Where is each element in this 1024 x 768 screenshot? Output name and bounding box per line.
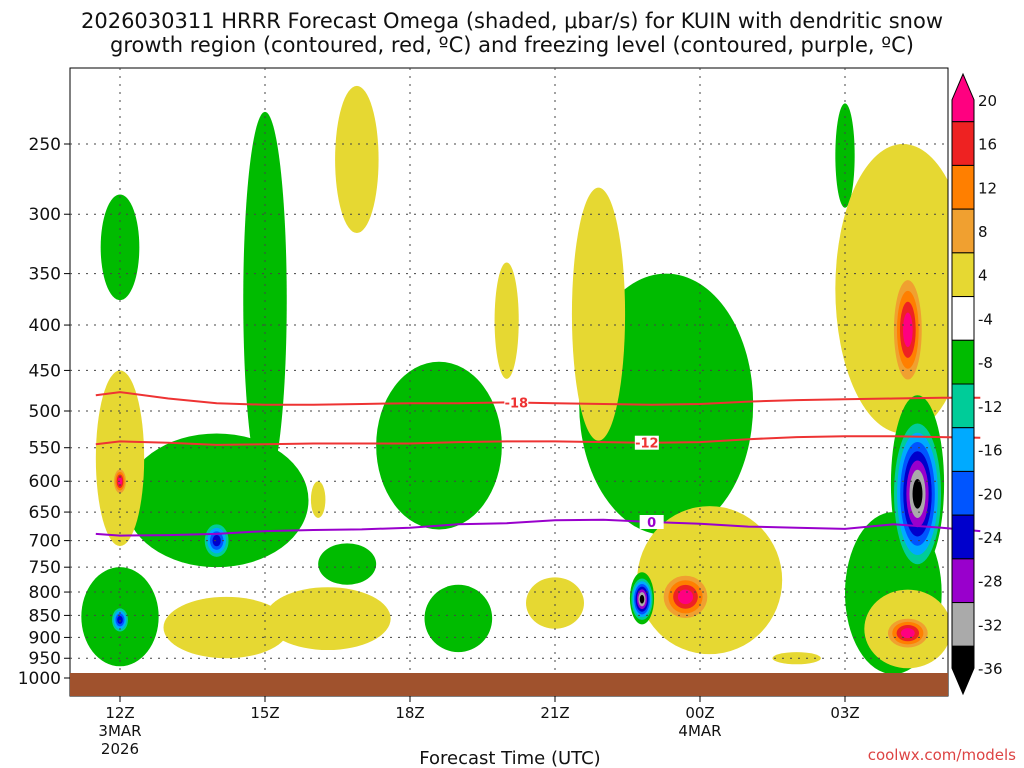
site-credit: coolwx.com/models [868, 746, 1016, 764]
omega-region-green-18-500 [376, 361, 502, 530]
colorbar-label: -12 [978, 398, 1003, 416]
colorbar-label: 12 [978, 179, 997, 197]
omega-region-pink-28-880-core4 [900, 628, 915, 639]
y-tick-label: 300 [29, 205, 61, 225]
x-tick-label: 21Z [540, 704, 569, 722]
omega-region-green-15-tall [243, 111, 287, 488]
ground-surface [70, 673, 948, 696]
x-tick-label: 15Z [250, 704, 279, 722]
omega-region-yellow-1630-250 [335, 85, 379, 234]
colorbar-swatch [951, 558, 975, 604]
colorbar-label: 8 [978, 223, 988, 241]
x-tick-label: 03Z [830, 704, 859, 722]
colorbar-label: -20 [978, 485, 1003, 503]
y-tick-label: 500 [29, 402, 61, 422]
colorbar-label: 16 [978, 136, 997, 154]
x-tick-label: 18Z [395, 704, 424, 722]
omega-region-green-1630-740 [318, 543, 377, 585]
contour-label--12: -12 [635, 437, 659, 452]
y-tick-label: 800 [29, 583, 61, 603]
y-tick-label: 700 [29, 532, 61, 552]
contour-label-0: 0 [647, 516, 656, 531]
omega-region-yellow-21-820 [526, 577, 584, 629]
x-tick-date-label: 3MAR [98, 722, 141, 740]
omega-region-green-1830-860 [424, 584, 493, 653]
colorbar-label: -8 [978, 354, 993, 372]
grid-lines [70, 68, 948, 679]
x-tick-year-label: 2026 [101, 740, 139, 758]
omega-region-yellow-26-950 [772, 652, 821, 665]
x-tick-label: 00Z [685, 704, 714, 722]
y-tick-label: 650 [29, 503, 61, 523]
temperature-contours: -18 -12 0 [95, 391, 981, 537]
chart-title-line2: growth region (contoured, red, ºC) and f… [110, 33, 914, 57]
x-axis-label: Forecast Time (UTC) [419, 748, 600, 768]
omega-region-pink-28-400-core4 [903, 312, 913, 348]
colorbar-swatch [951, 602, 975, 647]
colorbar-swatch-bottom [951, 645, 975, 696]
omega-region-yellow-21-400 [571, 187, 626, 441]
omega-region-blue-12-860-core4 [117, 615, 123, 624]
omega-region-black-2230-820-core7 [639, 594, 645, 604]
omega-region-green-2730-250 [835, 103, 855, 208]
colorbar-swatch [951, 427, 975, 472]
contour-line--12 [95, 435, 981, 446]
y-tick-label: 400 [29, 316, 61, 336]
y-tick-label: 600 [29, 472, 61, 492]
y-tick-label: 1000 [18, 669, 61, 689]
y-tick-label: 350 [29, 265, 61, 285]
contour-line--18 [95, 391, 981, 406]
contour-label--18: -18 [505, 397, 529, 412]
contour-label-bg [634, 435, 659, 450]
colorbar-swatch [951, 121, 975, 166]
y-tick-label: 750 [29, 558, 61, 578]
colorbar-swatch [951, 383, 975, 429]
colorbar-label: 4 [978, 267, 988, 285]
y-axis: 2503003504004505005506006507007508008509… [18, 135, 70, 689]
colorbar-swatch [951, 296, 975, 341]
contour-line-0 [95, 518, 981, 537]
omega-region-yellow-12-600 [95, 370, 145, 547]
colorbar-label: -28 [978, 573, 1003, 591]
colorbar: 20 16 12 8 4 -4 -8 -12 -16 -20 -24 -28 -32 -36 [951, 72, 1003, 696]
colorbar-label: -4 [978, 310, 993, 328]
colorbar-label: -16 [978, 442, 1003, 460]
omega-region-yellow-16-860 [265, 587, 391, 651]
omega-region-blue-14-700-core4 [212, 534, 221, 547]
colorbar-label: -36 [978, 660, 1003, 678]
y-tick-label: 900 [29, 628, 61, 648]
contour-label-bg [504, 395, 529, 410]
omega-region-green-14-600 [124, 433, 309, 568]
colorbar-swatch [951, 252, 975, 298]
colorbar-swatch-top [951, 72, 975, 123]
colorbar-label: 20 [978, 92, 997, 110]
plot-area [81, 85, 948, 675]
colorbar-swatch [951, 470, 975, 516]
x-tick-date-label: 4MAR [678, 722, 721, 740]
omega-region-yellow-20-400 [494, 262, 519, 379]
omega-region-yellow-16-620 [310, 481, 326, 518]
x-tick-label: 12Z [105, 704, 134, 722]
y-tick-label: 250 [29, 135, 61, 155]
colorbar-swatch [951, 208, 975, 254]
chart-title-line1: 2026030311 HRRR Forecast Omega (shaded, … [81, 9, 943, 33]
y-tick-label: 950 [29, 649, 61, 669]
y-tick-label: 550 [29, 439, 61, 459]
y-tick-label: 850 [29, 606, 61, 626]
colorbar-swatch [951, 164, 975, 210]
omega-region-yellow-14-880 [163, 596, 290, 659]
colorbar-swatch [951, 514, 975, 560]
omega-region-pink-24-820-core4 [677, 589, 694, 605]
colorbar-label: -24 [978, 529, 1003, 547]
colorbar-label: -32 [978, 616, 1003, 634]
colorbar-swatch [951, 339, 975, 385]
y-tick-label: 450 [29, 361, 61, 381]
contour-label-bg [639, 515, 664, 530]
omega-region-black-28-600-core7 [912, 479, 923, 509]
